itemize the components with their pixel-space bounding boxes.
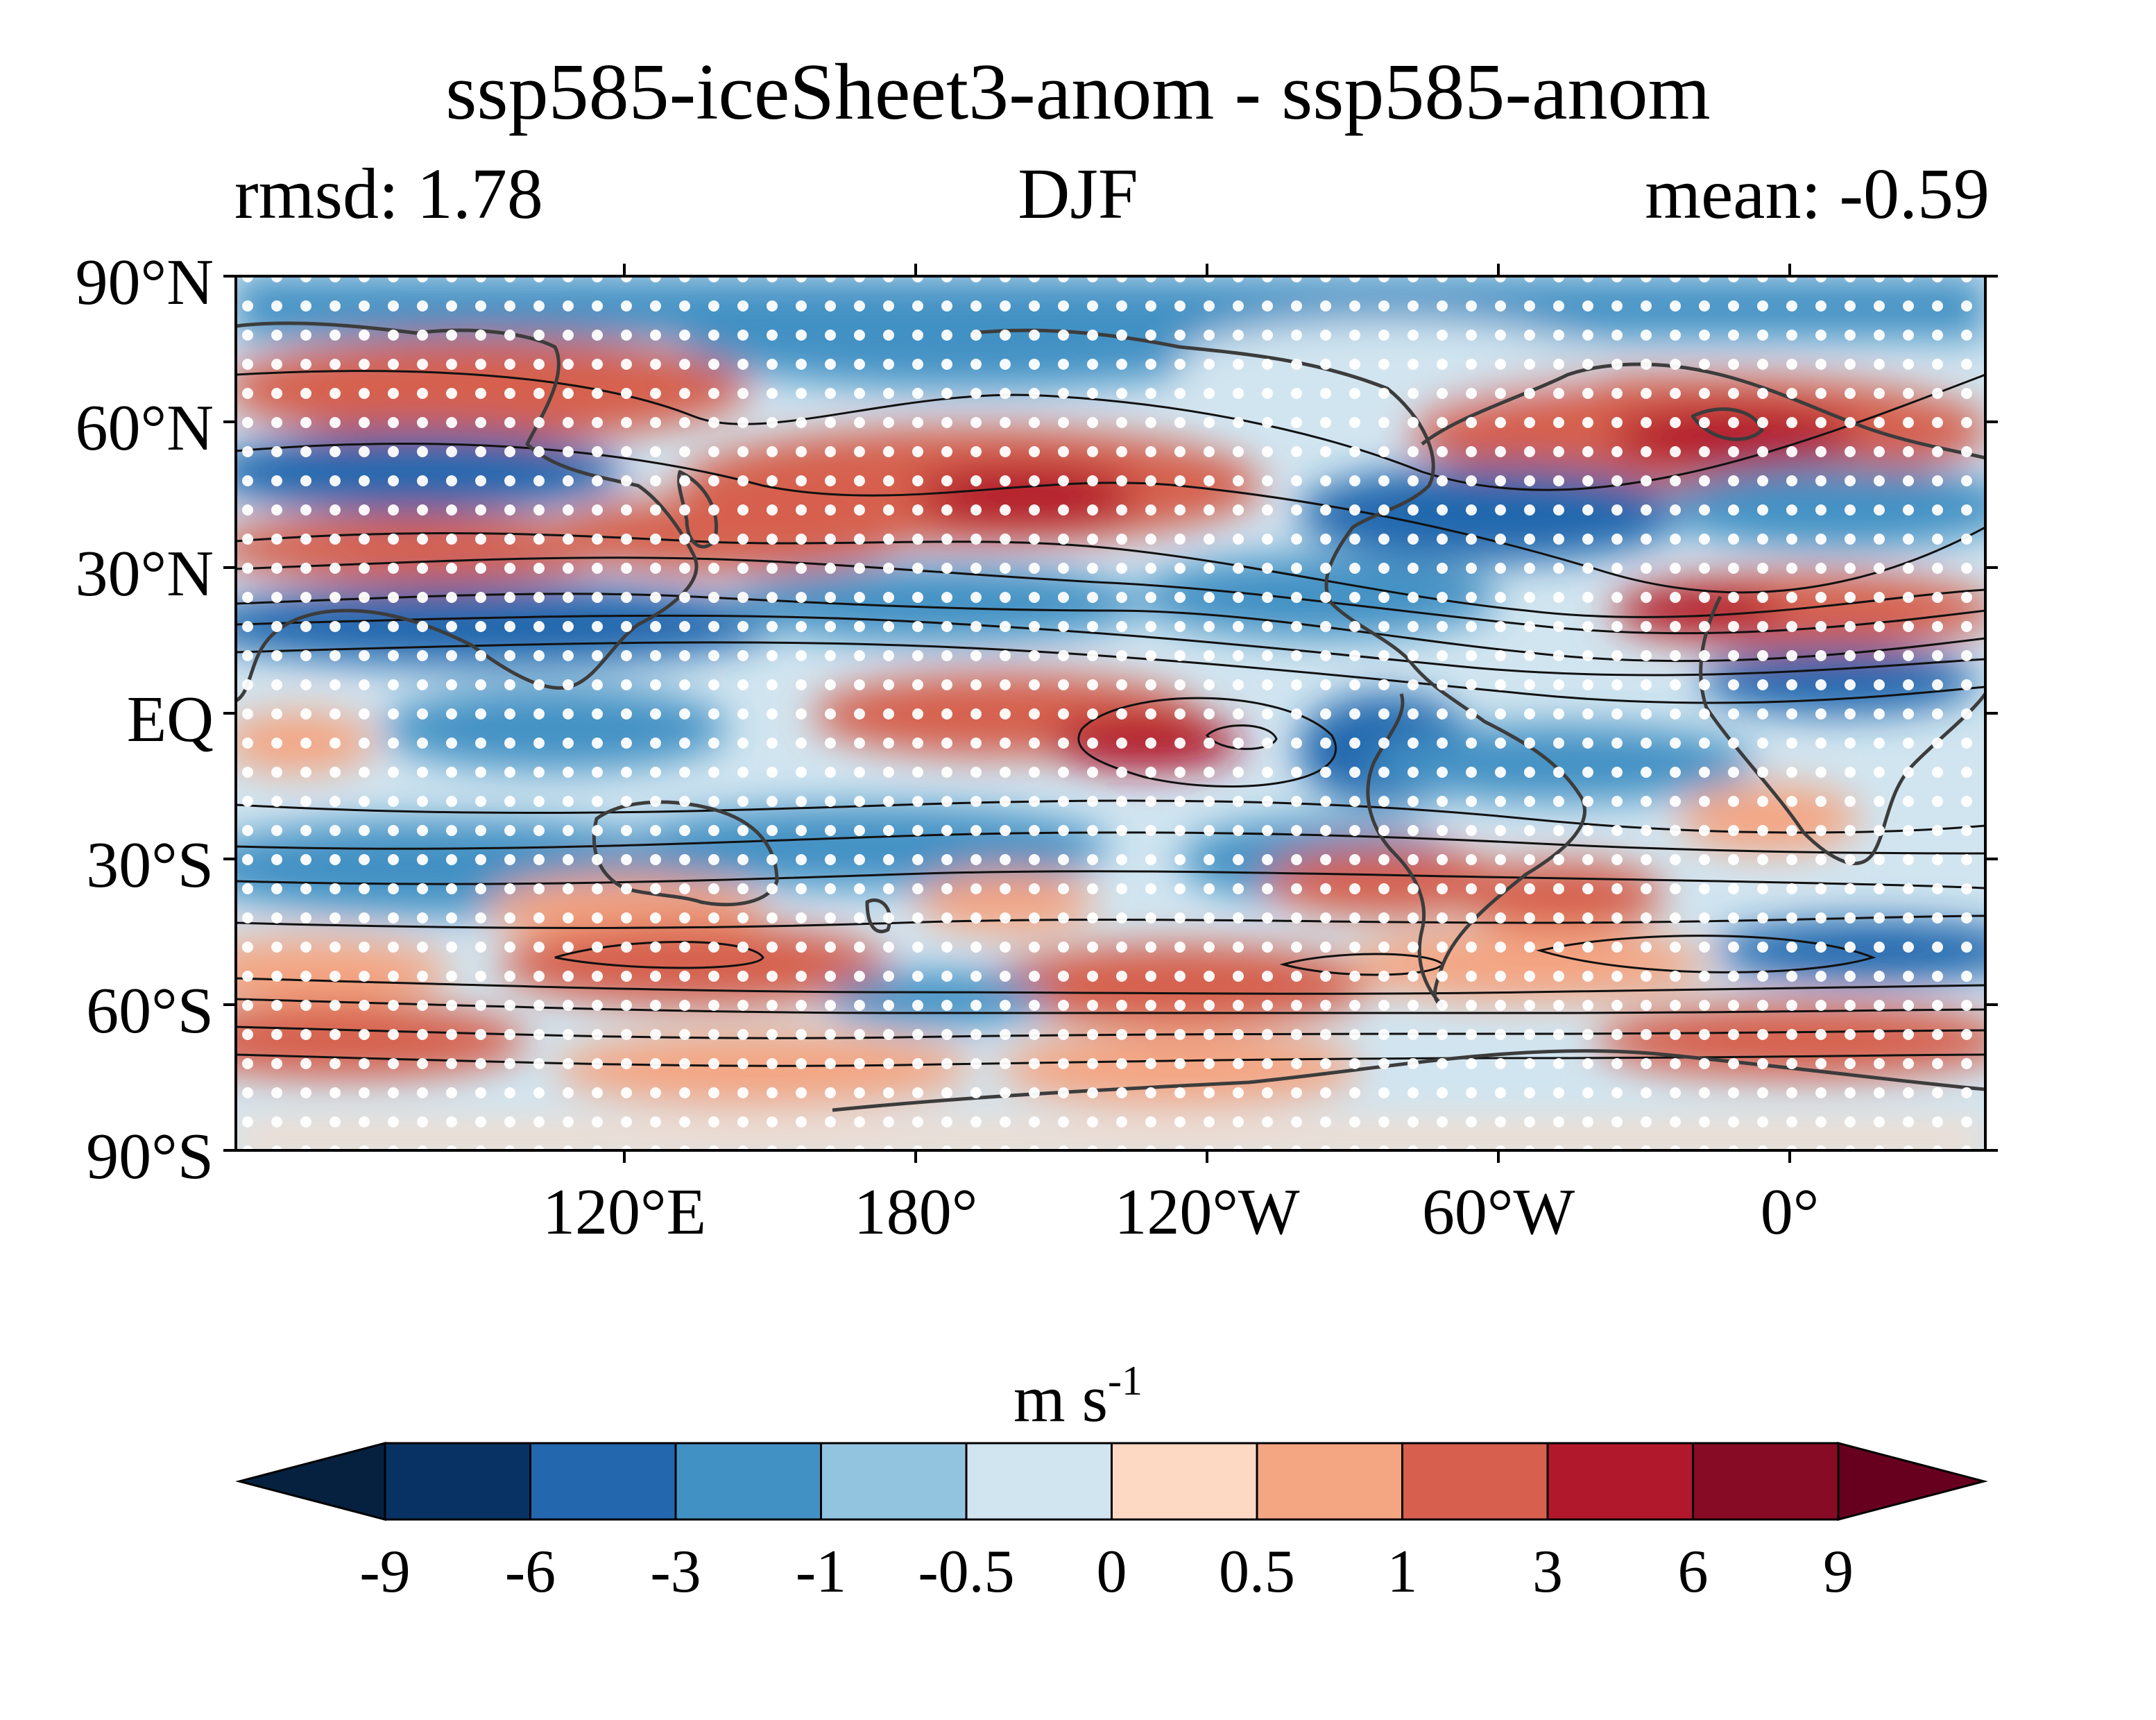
- colorbar-swatch: [1401, 1442, 1549, 1521]
- plot-title: ssp585-iceSheet3-anom - ssp585-anom: [445, 48, 1711, 137]
- colorbar-swatch: [529, 1442, 677, 1521]
- lat-label-60s: 60°S: [86, 975, 214, 1047]
- map-frame: [223, 264, 1998, 1163]
- rmsd-label: rmsd: 1.78: [234, 154, 543, 234]
- colorbar-units: m s-1: [0, 1360, 2156, 1432]
- colorbar-tick-label: 1: [1387, 1538, 1418, 1606]
- units-exponent: -1: [1108, 1358, 1143, 1404]
- colorbar-tick-label: -0.5: [918, 1538, 1015, 1606]
- colorbar-swatch: [820, 1442, 968, 1521]
- colorbar-swatch: [1692, 1442, 1840, 1521]
- colorbar-swatch: [1256, 1442, 1403, 1521]
- lon-label-60w: 60°W: [1421, 1176, 1575, 1248]
- lat-label-30n: 30°N: [75, 538, 214, 610]
- colorbar-swatch: [384, 1442, 531, 1521]
- colorbar: [235, 1442, 1988, 1521]
- season-label: DJF: [1018, 154, 1138, 234]
- lat-label-eq: EQ: [126, 683, 214, 756]
- colorbar-extend-max: [1837, 1442, 1988, 1521]
- colorbar-tick-label: 3: [1532, 1538, 1563, 1606]
- lon-label-180: 180°: [853, 1176, 978, 1248]
- lon-label-0: 0°: [1760, 1176, 1820, 1248]
- significance-stippling: [236, 276, 1985, 1150]
- colorbar-tick-label: 0: [1096, 1538, 1127, 1606]
- colorbar-tick-label: 9: [1823, 1538, 1854, 1606]
- colorbar-tick-label: -1: [795, 1538, 847, 1606]
- lat-label-30s: 30°S: [86, 829, 214, 901]
- colorbar-tick-label: -3: [650, 1538, 701, 1606]
- colorbar-swatch: [674, 1442, 822, 1521]
- lon-label-120w: 120°W: [1114, 1176, 1300, 1248]
- colorbar-tick-label: 6: [1677, 1538, 1709, 1606]
- colorbar-tick-label: 0.5: [1219, 1538, 1295, 1606]
- colorbar-tick-label: -9: [359, 1538, 411, 1606]
- lon-label-120e: 120°E: [542, 1176, 706, 1248]
- colorbar-extend-min: [235, 1442, 386, 1521]
- lat-label-90s: 90°S: [86, 1121, 214, 1193]
- colorbar-swatch: [1546, 1442, 1694, 1521]
- lat-label-90n: 90°N: [75, 246, 214, 318]
- colorbar-swatch: [1111, 1442, 1258, 1521]
- lat-label-60n: 60°N: [75, 392, 214, 464]
- colorbar-swatch: [965, 1442, 1113, 1521]
- units-base: m s: [1013, 1361, 1109, 1436]
- map-panel: [236, 276, 1985, 1150]
- colorbar-tick-label: -6: [504, 1538, 556, 1606]
- mean-label: mean: -0.59: [1645, 154, 1990, 234]
